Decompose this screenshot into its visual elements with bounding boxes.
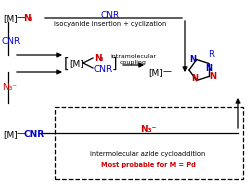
Text: N₃⁻: N₃⁻ xyxy=(140,125,156,134)
Text: N₃⁻: N₃⁻ xyxy=(2,84,17,92)
Text: isocyanide insertion + cyclization: isocyanide insertion + cyclization xyxy=(54,21,166,27)
Text: [M]: [M] xyxy=(69,59,84,68)
Text: [M]: [M] xyxy=(3,14,18,23)
Text: —: — xyxy=(17,13,26,22)
Text: [: [ xyxy=(64,57,69,71)
Text: CNR: CNR xyxy=(100,11,120,20)
Text: ]: ] xyxy=(112,57,118,71)
Text: ₃: ₃ xyxy=(100,54,103,63)
Text: [M]: [M] xyxy=(148,68,163,77)
Text: —: — xyxy=(163,67,172,76)
Text: N: N xyxy=(23,14,31,23)
Text: CNR: CNR xyxy=(94,65,113,74)
Text: N: N xyxy=(191,74,198,83)
Text: Most probable for M = Pd: Most probable for M = Pd xyxy=(101,162,195,168)
Text: CNR: CNR xyxy=(2,37,21,46)
Text: —: — xyxy=(17,129,26,138)
Text: N: N xyxy=(94,54,102,63)
Text: R: R xyxy=(208,50,214,59)
Text: N: N xyxy=(209,72,217,81)
Text: intermolecular azide cycloaddition: intermolecular azide cycloaddition xyxy=(90,151,206,157)
Text: intramolecular: intramolecular xyxy=(110,54,156,59)
Text: N: N xyxy=(189,55,196,64)
Text: CNR: CNR xyxy=(23,130,44,139)
Text: coupling: coupling xyxy=(120,60,146,65)
Bar xyxy=(55,107,243,179)
Text: N: N xyxy=(205,64,212,73)
Text: [M]: [M] xyxy=(3,130,18,139)
Text: ₃: ₃ xyxy=(29,14,32,23)
